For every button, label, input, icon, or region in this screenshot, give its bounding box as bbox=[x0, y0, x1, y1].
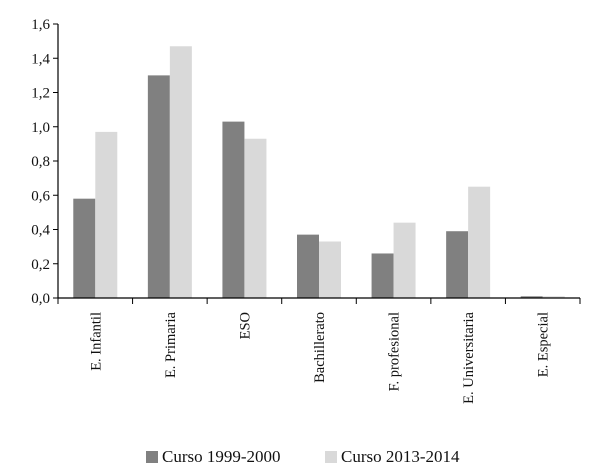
bar-2-3 bbox=[244, 138, 267, 298]
y-tick-label: 0,2 bbox=[31, 257, 50, 273]
legend-swatch-series-2 bbox=[325, 451, 337, 463]
bar-2-6 bbox=[468, 186, 491, 298]
x-category-label: F. profesional bbox=[387, 312, 403, 391]
bar-2-2 bbox=[169, 46, 192, 299]
y-tick-label: 0,8 bbox=[31, 154, 50, 170]
bar-2-4 bbox=[319, 241, 341, 298]
y-axis-ticks: 0,0 0,2 0,4 0,6 0,8 1,0 1,2 1,4 1,6 bbox=[31, 17, 58, 307]
x-axis-category-labels: E. Infantil E. Primaria ESO Bachillerato F. … bbox=[88, 311, 551, 403]
bar-1-3 bbox=[222, 121, 245, 298]
bar-1-5 bbox=[371, 253, 394, 298]
bar-1-2 bbox=[147, 75, 170, 298]
y-tick-label: 1,2 bbox=[31, 86, 50, 102]
legend-label-series-2: Curso 2013-2014 bbox=[341, 447, 460, 466]
bar-1-4 bbox=[297, 234, 319, 298]
legend: Curso 1999-2000 Curso 2013-2014 bbox=[146, 447, 460, 466]
legend-swatch-series-1 bbox=[146, 451, 158, 463]
bar-2-5 bbox=[393, 222, 416, 298]
y-tick-label: 1,0 bbox=[31, 120, 50, 136]
y-tick-label: 1,4 bbox=[31, 51, 50, 67]
x-category-label: E. Especial bbox=[536, 312, 552, 377]
bar-marks bbox=[73, 46, 565, 299]
x-category-label: ESO bbox=[237, 312, 253, 339]
bar-1-7 bbox=[520, 296, 543, 298]
x-category-label: E. Infantil bbox=[88, 312, 104, 371]
bar-1-1 bbox=[73, 198, 96, 298]
x-category-label: E. Universitaria bbox=[461, 311, 477, 403]
legend-label-series-1: Curso 1999-2000 bbox=[162, 447, 281, 466]
x-category-label: Bachillerato bbox=[312, 312, 328, 383]
y-tick-label: 1,6 bbox=[31, 17, 50, 33]
y-tick-label: 0,6 bbox=[31, 188, 50, 204]
y-tick-label: 0,0 bbox=[31, 291, 50, 307]
bar-2-7 bbox=[542, 296, 565, 298]
x-axis-ticks bbox=[57, 298, 581, 304]
bar-2-1 bbox=[95, 131, 118, 298]
y-tick-label: 0,4 bbox=[31, 223, 50, 239]
x-category-label: E. Primaria bbox=[163, 311, 179, 378]
bar-1-6 bbox=[446, 231, 469, 298]
